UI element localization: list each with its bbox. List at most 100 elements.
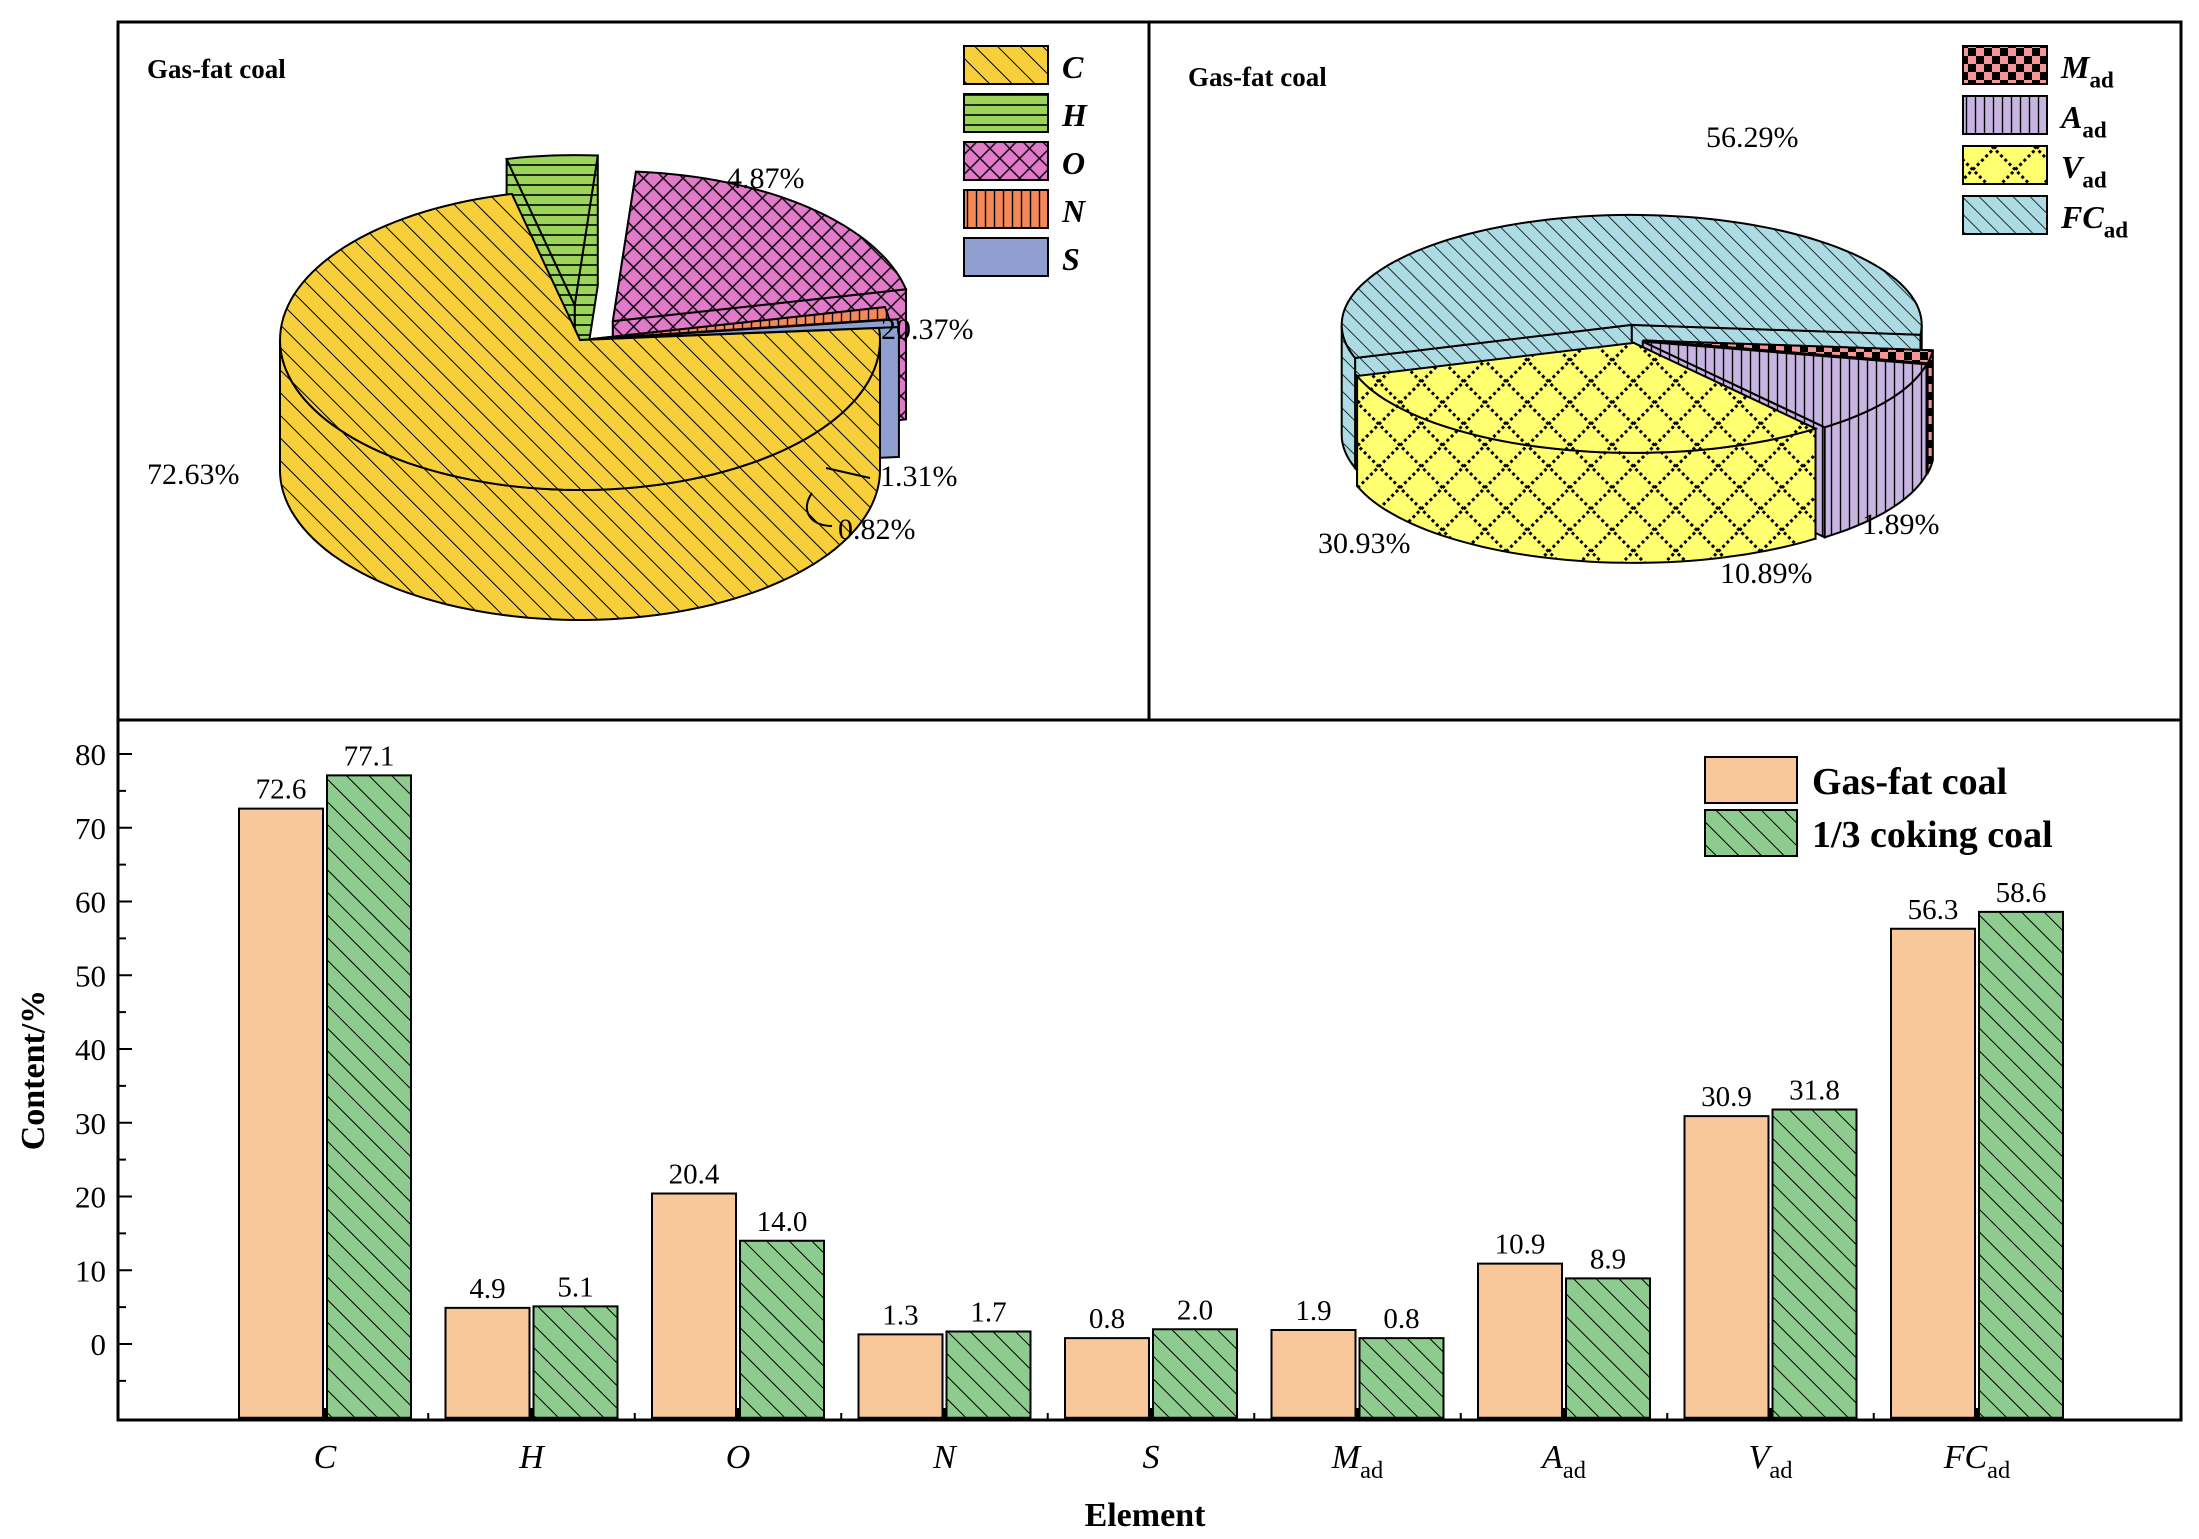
pie1-label-C: 72.63%: [147, 458, 240, 491]
pie-wall-A_ad: [1823, 360, 1928, 539]
pie-slice-FC_ad: [1340, 213, 1923, 360]
pie1-marks: [278, 154, 908, 621]
pie-slice-A_ad: [1642, 340, 1929, 429]
bar-gas_fat-O: [651, 1192, 737, 1419]
bar-value-label-coking: 14.0: [757, 1206, 808, 1238]
legend-swatch-C: [963, 45, 1049, 85]
bar-value-label-gas_fat: 4.9: [469, 1273, 505, 1305]
pie2-label-A_ad: 10.89%: [1720, 557, 1813, 590]
pie-slice-H: [505, 154, 599, 309]
bar-gas_fat-FCad: [1890, 927, 1976, 1419]
y-tick-label: 40: [75, 1032, 106, 1067]
bar-legend-label-gas_fat: Gas-fat coal: [1812, 761, 2007, 803]
x-tick-label-Vad: Vad: [1749, 1439, 1793, 1484]
y-tick-label: 50: [75, 958, 106, 993]
legend-label-O: O: [1062, 145, 1085, 181]
legend-label-S: S: [1062, 241, 1080, 277]
legend-label-A_ad: Aad: [2059, 99, 2107, 143]
pie-slice-C: [278, 192, 882, 491]
pie1-labels: 72.63% 4.87% 20.37% 1.31% 0.82%: [147, 162, 974, 546]
legend-label-V_ad: Vad: [2061, 149, 2107, 193]
pie-slice-M_ad: [1643, 339, 1934, 365]
legend-swatch-N: [963, 189, 1049, 229]
y-tick-label: 10: [75, 1253, 106, 1288]
legend-label-C: C: [1062, 49, 1084, 85]
legend-swatch-FC_ad: [1962, 195, 2048, 235]
pie2-label-M_ad: 1.89%: [1862, 508, 1940, 541]
legend-swatch-H: [963, 93, 1049, 133]
bar-value-label-coking: 31.8: [1789, 1074, 1840, 1106]
bar-legend-swatch-gas_fat: [1704, 756, 1798, 804]
bar-legend-label-coking: 1/3 coking coal: [1812, 814, 2053, 856]
bar-gas_fat-S: [1064, 1337, 1150, 1419]
x-tick-label-H: H: [518, 1439, 546, 1476]
y-tick-label: 60: [75, 885, 106, 920]
pie1-label-N: 1.31%: [880, 460, 958, 493]
bar-coking-N: [945, 1330, 1032, 1419]
y-tick-label: 20: [75, 1180, 106, 1215]
legend-label-M_ad: Mad: [2060, 49, 2114, 93]
pie2-label-V_ad: 30.93%: [1318, 527, 1411, 560]
legend-label-FC_ad: FCad: [2060, 199, 2128, 243]
bar-value-label-coking: 0.8: [1383, 1303, 1419, 1335]
legend-swatch-M_ad: [1962, 45, 2048, 85]
bar-value-label-gas_fat: 56.3: [1908, 894, 1959, 926]
y-tick-label: 0: [91, 1327, 107, 1362]
bar-value-label-gas_fat: 0.8: [1089, 1303, 1125, 1335]
bar-gas_fat-Aad: [1477, 1262, 1563, 1419]
legend-swatch-S: [963, 237, 1049, 277]
pie1-leader-S: [805, 492, 833, 527]
x-tick-label-Mad: Mad: [1331, 1439, 1383, 1484]
pie-chart-proximate: Gas-fat coal 1.89% 10.89% 30.93% 56.29% Mad…: [1188, 45, 2128, 590]
bar-marks: 72.6 77.1 4.9 5.1 20.4 14.0 1.3 1.7 0.8 2.0 1.9 0.8…: [238, 740, 2064, 1419]
pie2-marks: [1340, 213, 1934, 564]
bar-coking-H: [532, 1305, 619, 1419]
x-tick-label-Aad: Aad: [1540, 1439, 1586, 1484]
bar-chart: 0 10 20 30 40 50 60 70 80 C H O N S Mad Aad Vad FCad 72.6…: [15, 720, 2064, 1534]
legend-swatch-V_ad: [1962, 145, 2048, 185]
bar-value-label-gas_fat: 1.3: [882, 1299, 918, 1331]
bar-coking-S: [1152, 1328, 1238, 1419]
bar-value-label-gas_fat: 30.9: [1701, 1081, 1752, 1113]
bar-value-label-gas_fat: 20.4: [669, 1159, 720, 1191]
bar-axes: 0 10 20 30 40 50 60 70 80 C H O N S Mad Aad Vad FCad: [75, 720, 2010, 1484]
pie-slice-S: [599, 318, 901, 340]
y-tick-label: 70: [75, 811, 106, 846]
x-tick-label-S: S: [1143, 1439, 1160, 1476]
bar-value-label-gas_fat: 1.9: [1295, 1295, 1331, 1327]
bar-gas_fat-C: [238, 807, 324, 1419]
bar-legend: Gas-fat coal 1/3 coking coal: [1704, 756, 2053, 857]
bar-coking-Aad: [1565, 1277, 1651, 1419]
pie1-label-H: 4.87%: [727, 162, 805, 195]
bar-coking-O: [739, 1239, 825, 1419]
bar-xlabel: Element: [1085, 1497, 1207, 1534]
x-tick-label-C: C: [314, 1439, 337, 1476]
pie-chart-elements: Gas-fat coal 72.63% 4.87% 20.37% 1.31% 0.82%…: [147, 45, 1088, 621]
bar-value-label-coking: 2.0: [1177, 1294, 1213, 1326]
pie1-label-S: 0.82%: [838, 513, 916, 546]
pie1-label-O: 20.37%: [881, 313, 974, 346]
legend-label-N: N: [1061, 193, 1087, 229]
pie-slice-N: [591, 306, 891, 340]
y-tick-label: 30: [75, 1106, 106, 1141]
pie2-title: Gas-fat coal: [1188, 62, 1327, 92]
y-tick-label: 80: [75, 737, 106, 772]
bar-value-label-gas_fat: 10.9: [1495, 1229, 1546, 1261]
pie1-leader-N: [825, 467, 871, 479]
pie-wall-M_ad: [1926, 350, 1934, 474]
pie2-labels: 1.89% 10.89% 30.93% 56.29%: [1318, 121, 1940, 590]
x-tick-label-FCad: FCad: [1943, 1439, 2011, 1484]
bar-coking-FCad: [1978, 910, 2064, 1419]
x-tick-label-O: O: [726, 1439, 751, 1476]
bar-coking-Mad: [1358, 1337, 1445, 1419]
legend-swatch-A_ad: [1962, 95, 2048, 135]
bar-value-label-coking: 1.7: [970, 1296, 1006, 1328]
bar-value-label-gas_fat: 72.6: [256, 774, 307, 806]
pie2-legend: Mad Aad Vad FCad: [1962, 45, 2128, 243]
legend-swatch-O: [963, 141, 1049, 181]
bar-value-label-coking: 8.9: [1590, 1243, 1626, 1275]
bar-gas_fat-H: [444, 1306, 531, 1419]
bar-coking-C: [326, 774, 412, 1419]
bar-gas_fat-Vad: [1683, 1115, 1770, 1419]
